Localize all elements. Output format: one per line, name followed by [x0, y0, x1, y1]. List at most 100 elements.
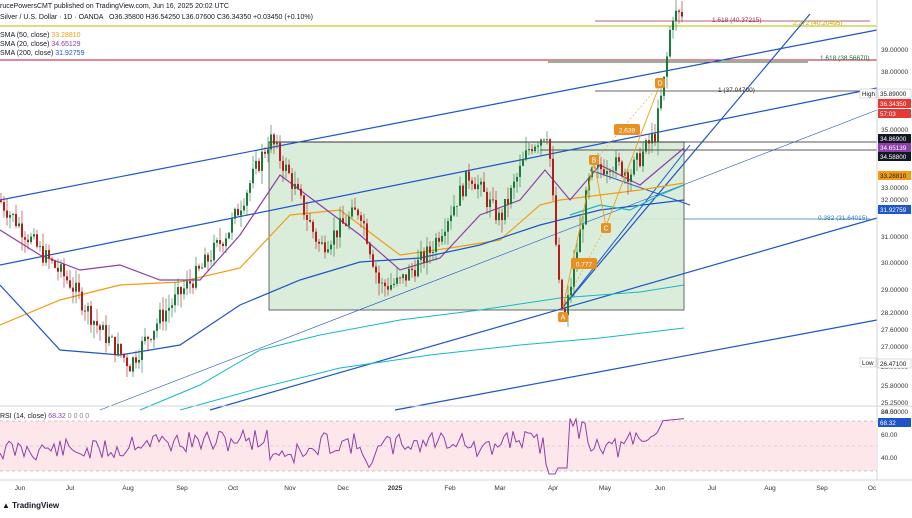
- price-label-box: [859, 357, 877, 368]
- candle-body: [666, 56, 668, 77]
- candle-body: [429, 246, 431, 253]
- candle-body: [498, 212, 500, 221]
- candle-body: [57, 267, 59, 272]
- x-tick-label: Jun: [655, 485, 666, 492]
- candle-body: [468, 171, 470, 181]
- ohlc-readout: O36.35800 H36.54250 L36.07600 C36.34350 …: [109, 14, 313, 21]
- candle-body: [6, 210, 8, 218]
- candle-body: [351, 207, 353, 217]
- candle-body: [501, 212, 503, 221]
- candle-body: [51, 258, 53, 261]
- legend-sma50[interactable]: SMA (50, close) 33.28810: [0, 31, 81, 40]
- candle-body: [552, 158, 554, 196]
- candle-body: [435, 237, 437, 252]
- pattern-dotted-bd: [593, 83, 661, 163]
- candle-body: [390, 285, 392, 290]
- candle-body: [609, 171, 611, 172]
- candle-body: [60, 264, 62, 272]
- price-label-text: 31.92759: [880, 207, 907, 214]
- x-tick-label: Dec: [337, 485, 349, 492]
- candle-body: [672, 20, 674, 30]
- candle-body: [444, 231, 446, 236]
- y-tick-label: 29.00000: [881, 287, 908, 294]
- candle-body: [414, 270, 416, 277]
- legend-sma200[interactable]: SMA (200, close) 31.92759: [0, 49, 84, 58]
- price-label-text: High: [862, 91, 875, 98]
- candle-body: [261, 151, 263, 171]
- candle-body: [297, 183, 299, 189]
- candle-body: [33, 234, 35, 237]
- y-tick-label: 31.00000: [881, 234, 908, 241]
- candle-body: [279, 142, 281, 161]
- candle-body: [495, 200, 497, 221]
- candle-body: [309, 219, 311, 222]
- trend-line: [99, 109, 878, 411]
- candle-body: [342, 218, 344, 224]
- candle-body: [198, 265, 200, 269]
- y-tick-label: 25.80000: [881, 383, 908, 390]
- candle-body: [360, 215, 362, 221]
- cyan-ma-line-2: [179, 327, 685, 411]
- price-label-text: 68.32: [880, 420, 896, 427]
- trend-line: [589, 169, 691, 206]
- candle-body: [513, 181, 515, 188]
- price-label-text: 26.47100: [880, 361, 907, 368]
- candle-body: [576, 252, 578, 263]
- candle-body: [474, 183, 476, 190]
- candle-body: [312, 221, 314, 232]
- candle-body: [384, 282, 386, 287]
- candle-body: [117, 343, 119, 356]
- price-label-text: 34.86900: [880, 136, 907, 143]
- candle-body: [369, 243, 371, 255]
- candle-body: [180, 286, 182, 295]
- candle-body: [108, 336, 110, 344]
- candle-body: [573, 262, 575, 287]
- trend-line: [0, 87, 878, 266]
- symbol-line: Silver / U.S. Dollar · 1D · OANDA O36.35…: [0, 13, 313, 22]
- candle-body: [192, 283, 194, 288]
- candle-body: [234, 208, 236, 219]
- candle-body: [318, 241, 320, 244]
- candle-body: [201, 267, 203, 269]
- candle-body: [528, 149, 530, 151]
- cyan-ma-line-3: [569, 184, 685, 216]
- candle-body: [87, 305, 89, 312]
- legend-sma20[interactable]: SMA (20, close) 34.65129: [0, 40, 81, 49]
- candle-body: [675, 10, 677, 21]
- candle-body: [417, 259, 419, 277]
- pattern-point-B: [589, 155, 599, 165]
- candle-body: [582, 224, 584, 230]
- price-label-box: [878, 109, 911, 118]
- candle-body: [570, 286, 572, 296]
- price-label-box: [877, 358, 912, 369]
- rsi-tick-label: 80.00: [881, 409, 898, 416]
- candle-body: [519, 165, 521, 177]
- candle-body: [465, 171, 467, 197]
- candle-body: [615, 157, 617, 171]
- candle-body: [642, 151, 644, 167]
- candle-body: [366, 223, 368, 244]
- sma200-label: SMA (200, close): [0, 50, 54, 57]
- candle-body: [447, 221, 449, 232]
- y-tick-label: 25.25000: [881, 400, 908, 407]
- candle-body: [165, 310, 167, 322]
- candle-body: [639, 153, 641, 167]
- x-tick-label: Sep: [176, 485, 188, 492]
- rsi-legend[interactable]: RSI (14, close) 68.32 0 0 0 0: [0, 412, 89, 421]
- candle-body: [525, 150, 527, 160]
- candle-body: [258, 160, 260, 171]
- candle-body: [18, 223, 20, 227]
- candle-body: [237, 208, 239, 216]
- candle-body: [156, 323, 158, 331]
- rsi-tick-label: 40.00: [881, 455, 898, 462]
- candle-body: [84, 310, 86, 312]
- x-tick-label: Jul: [708, 485, 717, 492]
- brand-text: TradingView: [12, 501, 60, 510]
- candle-body: [90, 305, 92, 325]
- x-tick-label: Feb: [444, 485, 456, 492]
- candle-body: [66, 276, 68, 281]
- candle-body: [381, 282, 383, 284]
- candle-body: [516, 176, 518, 182]
